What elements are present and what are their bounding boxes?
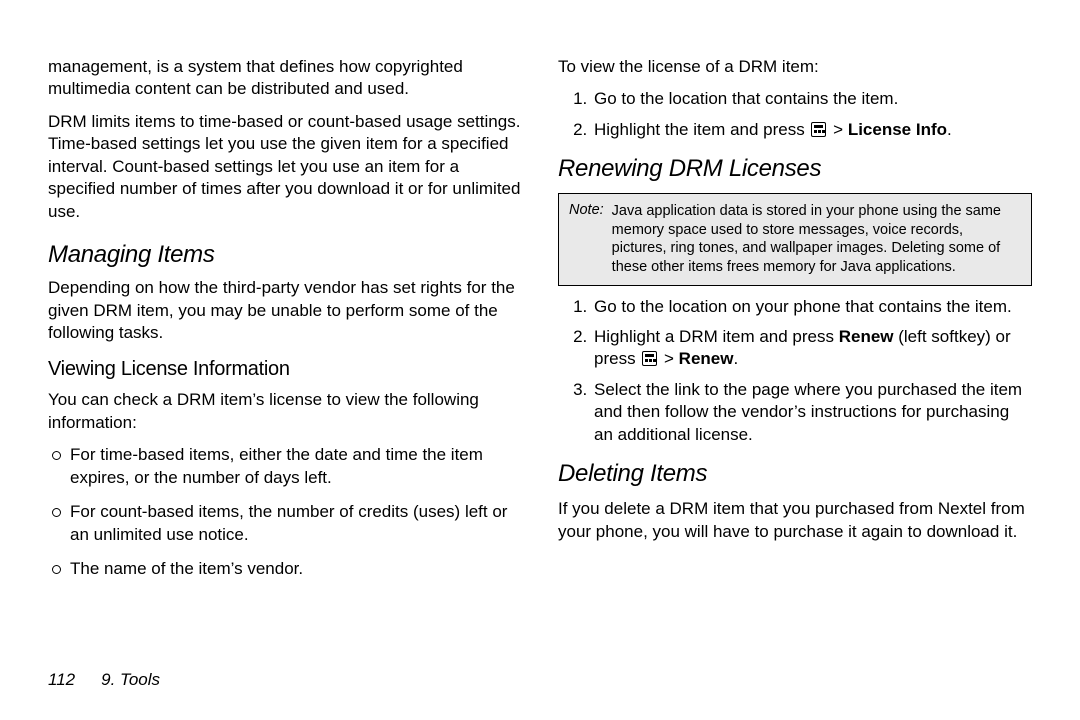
renew-steps: Go to the location on your phone that co… [558, 296, 1032, 447]
view-license-steps: Go to the location that contains the ite… [558, 88, 1032, 141]
page-number: 112 [48, 670, 75, 689]
right-column: To view the license of a DRM item: Go to… [558, 56, 1032, 592]
heading-managing-items: Managing Items [48, 241, 522, 269]
bullet-count-based: For count-based items, the number of cre… [48, 501, 522, 546]
bullet-vendor: The name of the item’s vendor. [48, 558, 522, 580]
license-info-list: For time-based items, either the date an… [48, 444, 522, 580]
menu-key-icon [811, 122, 826, 137]
intro-para-1: management, is a system that defines how… [48, 56, 522, 101]
note-box: Note: Java application data is stored in… [558, 193, 1032, 285]
renew-step-1: Go to the location on your phone that co… [592, 296, 1032, 318]
view-step-1: Go to the location that contains the ite… [592, 88, 1032, 110]
note-text: Java application data is stored in your … [612, 202, 1021, 276]
managing-para: Depending on how the third-party vendor … [48, 277, 522, 344]
menu-key-icon [642, 351, 657, 366]
bullet-time-based: For time-based items, either the date an… [48, 444, 522, 489]
section-label: 9. Tools [101, 670, 160, 689]
intro-para-2: DRM limits items to time-based or count-… [48, 111, 522, 223]
view-step-2-a: Highlight the item and press [594, 120, 809, 139]
heading-viewing-license: Viewing License Information [48, 358, 522, 381]
renew-step-2-d: > [659, 349, 678, 368]
view-step-2-d: . [947, 120, 952, 139]
page-footer: 112 9. Tools [48, 670, 160, 690]
heading-deleting: Deleting Items [558, 460, 1032, 488]
renew-step-3: Select the link to the page where you pu… [592, 379, 1032, 446]
viewing-para: You can check a DRM item’s license to vi… [48, 389, 522, 434]
renew-label-1: Renew [839, 327, 894, 346]
view-step-2-b: > [828, 120, 847, 139]
renew-step-2-f: . [733, 349, 738, 368]
view-step-2: Highlight the item and press > License I… [592, 119, 1032, 141]
view-license-intro: To view the license of a DRM item: [558, 56, 1032, 78]
page-body: management, is a system that defines how… [0, 0, 1080, 592]
heading-renewing: Renewing DRM Licenses [558, 155, 1032, 183]
renew-step-2: Highlight a DRM item and press Renew (le… [592, 326, 1032, 371]
note-label: Note: [569, 202, 604, 276]
left-column: management, is a system that defines how… [48, 56, 522, 592]
deleting-para: If you delete a DRM item that you purcha… [558, 498, 1032, 543]
license-info-label: License Info [848, 120, 947, 139]
renew-step-2-a: Highlight a DRM item and press [594, 327, 839, 346]
renew-label-2: Renew [679, 349, 734, 368]
